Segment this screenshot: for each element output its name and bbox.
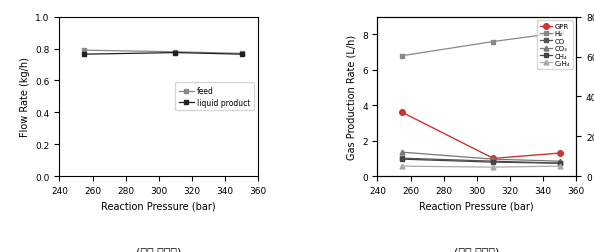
Line: CH₄: CH₄ bbox=[400, 157, 562, 166]
Y-axis label: Flow Rate (kg/h): Flow Rate (kg/h) bbox=[20, 57, 30, 137]
Line: CO: CO bbox=[400, 156, 562, 166]
Text: (기상 생성물): (기상 생성물) bbox=[454, 246, 500, 252]
X-axis label: Reaction Pressure (bar): Reaction Pressure (bar) bbox=[419, 201, 534, 210]
C₂H₄ bbox=[399, 165, 406, 168]
CO bbox=[399, 157, 406, 160]
Line: CO₂: CO₂ bbox=[400, 150, 562, 164]
H₂ bbox=[490, 41, 497, 44]
CH₄ bbox=[556, 162, 563, 165]
feed bbox=[172, 51, 179, 54]
Line: C₂H₄: C₂H₄ bbox=[400, 164, 562, 170]
CH₄ bbox=[490, 161, 497, 164]
H₂ bbox=[556, 32, 563, 35]
Y-axis label: Gas Production Rate (L/h): Gas Production Rate (L/h) bbox=[346, 35, 356, 159]
Line: liquid product: liquid product bbox=[82, 51, 244, 57]
C₂H₄ bbox=[490, 166, 497, 169]
CO₂ bbox=[490, 158, 497, 161]
C₂H₄ bbox=[556, 165, 563, 168]
Text: (액상 생성물): (액상 생성물) bbox=[136, 246, 182, 252]
liquid product bbox=[172, 52, 179, 55]
liquid product bbox=[238, 53, 245, 56]
Line: feed: feed bbox=[82, 49, 244, 57]
feed bbox=[81, 49, 88, 52]
CO₂ bbox=[556, 160, 563, 163]
CO bbox=[490, 160, 497, 163]
Line: GPR: GPR bbox=[400, 110, 563, 162]
GPR bbox=[490, 157, 497, 160]
Legend: GPR, H₂, CO, CO₂, CH₄, C₂H₄: GPR, H₂, CO, CO₂, CH₄, C₂H₄ bbox=[537, 21, 573, 69]
GPR bbox=[399, 111, 406, 114]
liquid product bbox=[81, 53, 88, 56]
CO bbox=[556, 162, 563, 165]
feed bbox=[238, 53, 245, 56]
CO₂ bbox=[399, 151, 406, 154]
H₂ bbox=[399, 55, 406, 58]
X-axis label: Reaction Pressure (bar): Reaction Pressure (bar) bbox=[102, 201, 216, 210]
GPR bbox=[556, 152, 563, 155]
Legend: feed, liquid product: feed, liquid product bbox=[175, 83, 254, 111]
Line: H₂: H₂ bbox=[400, 31, 562, 59]
CH₄ bbox=[399, 158, 406, 161]
